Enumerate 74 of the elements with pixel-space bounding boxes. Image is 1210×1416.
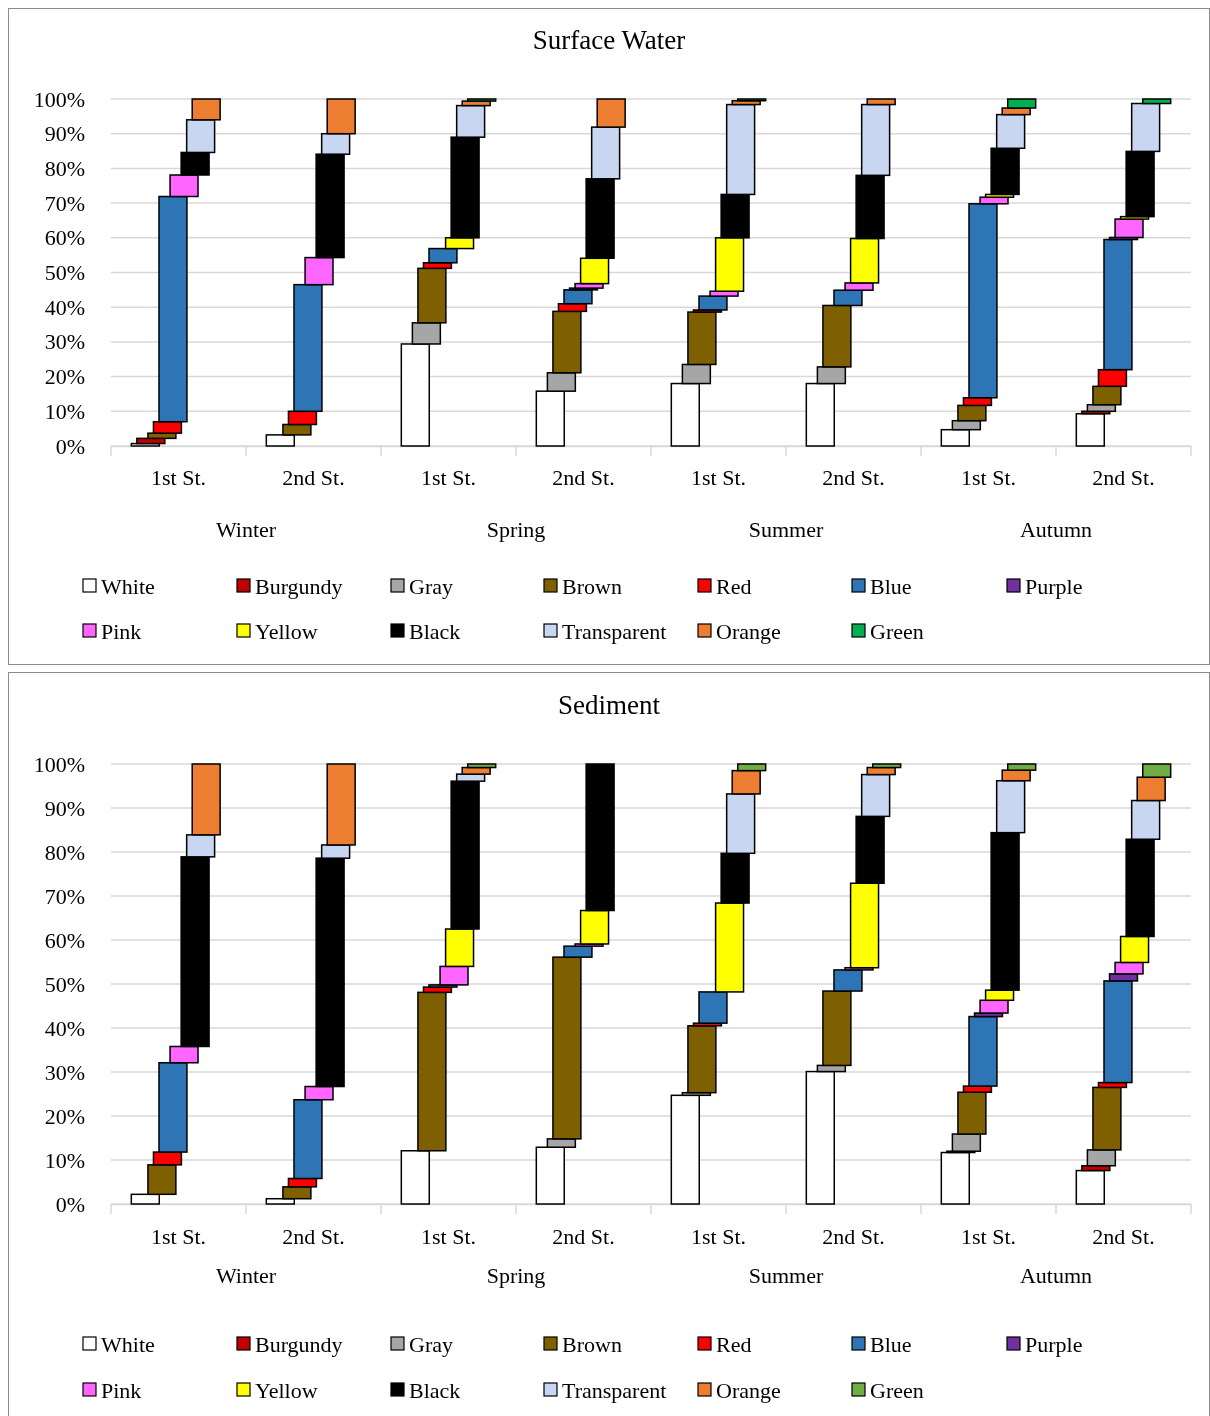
y-tick-label: 70% [44,883,85,909]
legend-label: Red [716,1332,752,1357]
y-tick-label: 90% [44,121,85,147]
legend-label: Blue [870,574,912,599]
legend-label: Burgundy [255,1332,343,1357]
x-tick-label: 1st St. [150,1224,207,1249]
legend-label: Black [409,1378,461,1403]
legend-label: Yellow [255,1378,318,1403]
legend-label: Transparent [562,619,667,644]
legend-label: Orange [716,619,781,644]
x-tick-label: 1st St. [420,465,477,490]
legend-label: Green [870,1378,924,1403]
text: Spring [486,517,546,542]
legend-label: Brown [562,574,622,599]
legend-label: Yellow [255,619,318,644]
x-tick-label: 1st St. [690,1224,747,1249]
legend-label: Black [409,619,461,644]
x-tick-label: 2nd St. [552,465,615,490]
legend-label: White [101,574,155,599]
legend-label: Brown [562,1332,622,1357]
x-tick-label: 2nd St. [282,1224,345,1249]
x-tick-label: 2nd St. [1092,465,1155,490]
x-tick-label: 2nd St. [1092,1224,1155,1249]
x-tick-label: 1st St. [420,1224,477,1249]
y-tick-label: 60% [44,927,85,953]
text: Autumn [1019,1263,1093,1288]
y-tick-label: 30% [44,329,85,355]
x-tick-label: 2nd St. [822,465,885,490]
y-tick-label: 70% [44,190,85,216]
legend-label: Purple [1025,574,1083,599]
y-tick-label: 50% [44,260,85,286]
y-tick-label: 0% [55,1191,85,1217]
y-tick-label: 10% [44,398,85,424]
legend-label: Red [716,574,752,599]
legend-label: Transparent [562,1378,667,1403]
text: Spring [486,1263,546,1288]
y-tick-label: 80% [44,155,85,181]
y-tick-label: 50% [44,971,85,997]
y-tick-label: 100% [33,86,85,112]
legend-label: Pink [101,619,142,644]
legend-label: Gray [409,574,453,599]
text: Autumn [1019,517,1093,542]
x-tick-label: 1st St. [960,465,1017,490]
x-tick-label: 1st St. [960,1224,1017,1249]
chart-title: Surface Water [532,25,686,55]
legend-label: Pink [101,1378,142,1403]
y-tick-label: 90% [44,795,85,821]
legend-label: Orange [716,1378,781,1403]
y-tick-label: 30% [44,1059,85,1085]
y-tick-label: 20% [44,1103,85,1129]
y-tick-label: 0% [55,433,85,459]
legend-label: Green [870,619,924,644]
x-tick-label: 2nd St. [822,1224,885,1249]
text: Winter [215,517,277,542]
legend-label: Gray [409,1332,453,1357]
x-tick-label: 1st St. [690,465,747,490]
y-tick-label: 20% [44,364,85,390]
y-tick-label: 80% [44,839,85,865]
x-tick-label: 2nd St. [552,1224,615,1249]
chart-title: Sediment [558,690,661,720]
legend-label: Purple [1025,1332,1083,1357]
text: Summer [748,1263,824,1288]
y-tick-label: 40% [44,294,85,320]
x-tick-label: 2nd St. [282,465,345,490]
text: Summer [748,517,824,542]
legend-label: Burgundy [255,574,343,599]
legend-label: Blue [870,1332,912,1357]
text: Winter [215,1263,277,1288]
legend-label: White [101,1332,155,1357]
x-tick-label: 1st St. [150,465,207,490]
y-tick-label: 60% [44,225,85,251]
y-tick-label: 100% [33,751,85,777]
y-tick-label: 40% [44,1015,85,1041]
y-tick-label: 10% [44,1147,85,1173]
